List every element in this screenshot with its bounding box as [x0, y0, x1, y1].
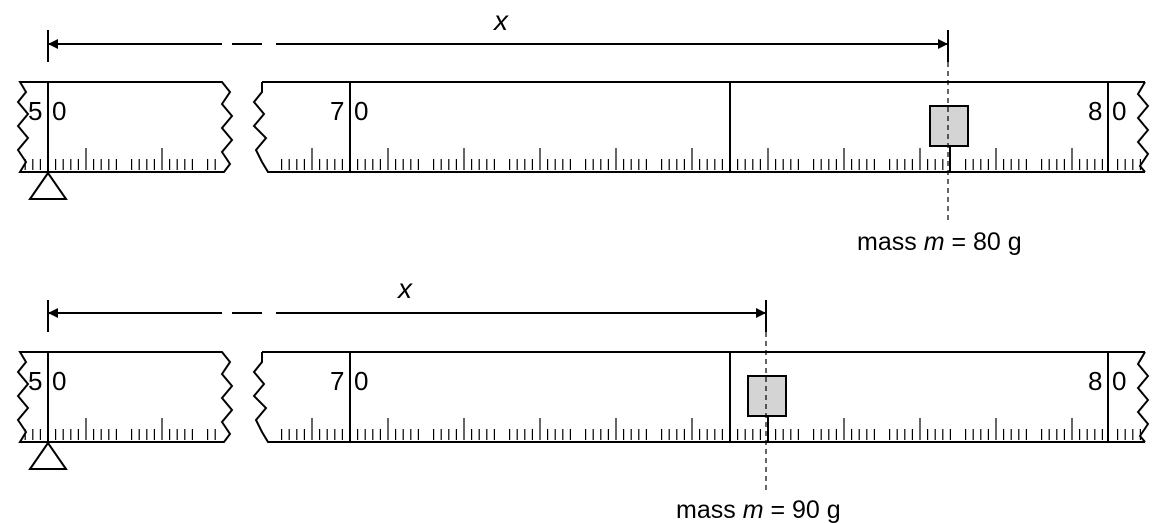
- broken-edge-icon: [1136, 81, 1150, 173]
- label-80-b: 0: [1112, 366, 1126, 396]
- broken-edge-icon: [1136, 351, 1150, 443]
- diagram-1: x 5 0 7 0 8 0 mass m = 80 g: [16, 5, 1150, 256]
- label-50-b: 0: [52, 366, 66, 396]
- x-label: x: [492, 5, 509, 36]
- ruler-right-piece: [252, 351, 1145, 443]
- x-label: x: [396, 273, 413, 304]
- mass-label-1: mass m = 80 g: [857, 228, 1022, 256]
- pivot-triangle-icon: [28, 171, 68, 200]
- pivot-triangle-icon: [28, 441, 68, 470]
- label-70-a: 7: [330, 366, 344, 396]
- label-80-a: 8: [1088, 96, 1102, 126]
- ticks-left: [24, 148, 216, 170]
- ruler-left-piece: [16, 81, 234, 173]
- ticks-right: [281, 418, 1142, 440]
- label-50-a: 5: [28, 96, 42, 126]
- mass-label-2: mass m = 90 g: [676, 496, 841, 523]
- diagram-2: x 5 0 7 0 8 0 mass m = 90 g: [16, 273, 1150, 523]
- label-50-b: 0: [52, 96, 66, 126]
- label-80-b: 0: [1112, 96, 1126, 126]
- label-70-b: 0: [354, 96, 368, 126]
- ruler-left-piece: [16, 351, 234, 443]
- ticks-right: [281, 148, 1142, 170]
- ruler-right-piece: [252, 81, 1145, 173]
- ticks-left: [24, 418, 216, 440]
- mass-block: [747, 375, 787, 417]
- mass-block: [929, 105, 969, 147]
- label-70-a: 7: [330, 96, 344, 126]
- label-80-a: 8: [1088, 366, 1102, 396]
- label-50-a: 5: [28, 366, 42, 396]
- label-70-b: 0: [354, 366, 368, 396]
